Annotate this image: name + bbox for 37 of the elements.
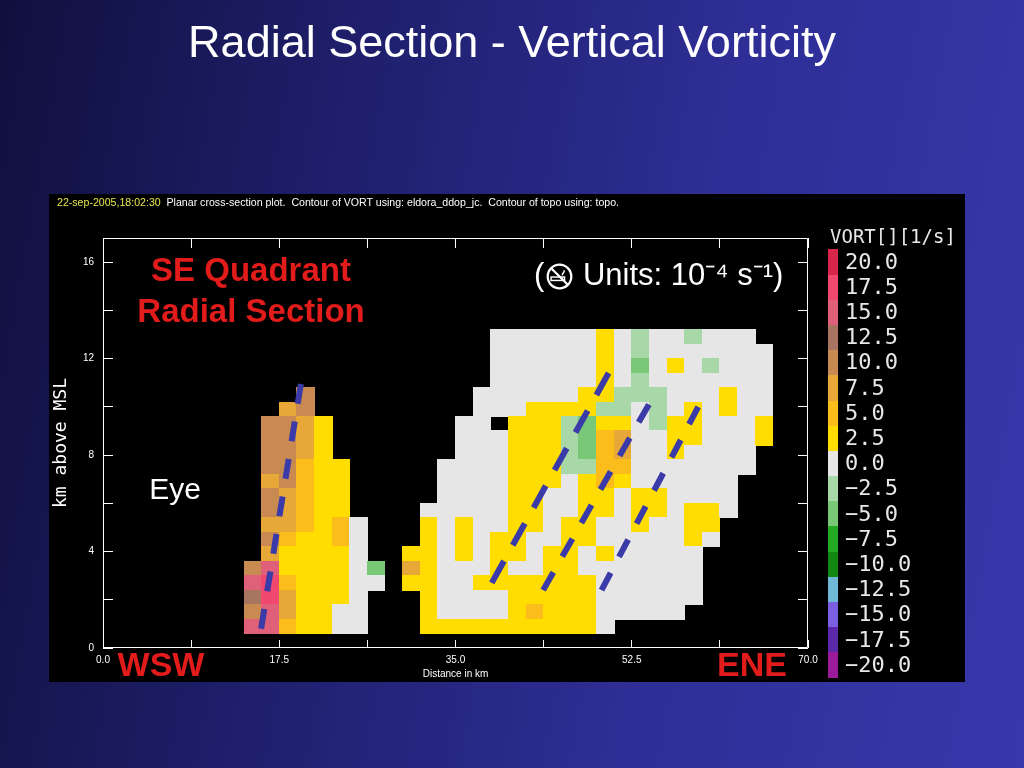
- color-bar-label: 12.5: [845, 324, 898, 350]
- x-tick-label: 52.5: [622, 653, 642, 665]
- color-bar-label: −12.5: [845, 576, 912, 602]
- x-tick-label: 35.0: [445, 653, 466, 665]
- y-tick-label: 0: [88, 641, 95, 653]
- color-bar-label: 5.0: [845, 399, 885, 425]
- color-bar-label: −5.0: [845, 500, 898, 526]
- text: ( Units: 10⁻⁴ s⁻¹): [534, 256, 784, 292]
- color-bar-label: 7.5: [845, 374, 885, 400]
- annotation: ENE: [717, 645, 787, 684]
- annotation: WSW: [117, 645, 206, 684]
- x-axis-title: Distance in km: [422, 667, 489, 679]
- color-bar-label: −15.0: [845, 601, 912, 627]
- color-bar-label: −17.5: [845, 626, 912, 652]
- y-axis-title: km above MSL: [49, 377, 71, 509]
- annotation: Eye: [149, 472, 201, 506]
- y-tick-label: 8: [88, 448, 95, 460]
- color-bar-label: 15.0: [845, 299, 898, 325]
- color-bar-title: VORT[][1/s]: [830, 224, 956, 247]
- color-bar-label: 10.0: [845, 349, 898, 375]
- x-tick-label: 17.5: [269, 653, 290, 665]
- annotation: SE Quadrant Radial Section: [137, 251, 365, 330]
- chart-subtitle: 22-sep-2005,18:02:30 Planar cross-section plot. Contour of VORT using: eldora_ddop_jc. Contour of topo using: topo.: [57, 195, 620, 208]
- color-bar-label: −10.0: [845, 550, 912, 576]
- color-bar-label: 0.0: [845, 450, 885, 476]
- y-tick-label: 16: [82, 255, 95, 267]
- y-tick-label: 4: [88, 545, 95, 557]
- x-tick-label: 0.0: [96, 653, 111, 665]
- color-bar-label: −2.5: [845, 475, 898, 501]
- color-bar-label: 20.0: [845, 248, 898, 274]
- y-tick-label: 12: [82, 352, 95, 364]
- color-bar-label: 17.5: [845, 273, 898, 299]
- color-bar-label: −7.5: [845, 525, 898, 551]
- x-tick-label: 70.0: [798, 653, 819, 665]
- color-bar-label: 2.5: [845, 425, 885, 451]
- chart-title: Radial Section - Vertical Vorticity: [188, 16, 837, 68]
- color-bar-label: −20.0: [845, 651, 912, 677]
